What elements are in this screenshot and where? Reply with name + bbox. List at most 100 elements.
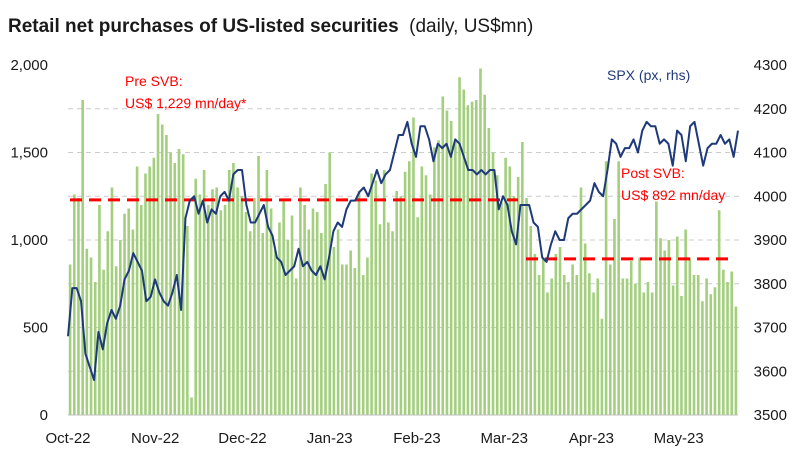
bar bbox=[684, 229, 687, 415]
bar bbox=[366, 257, 369, 415]
bar bbox=[596, 278, 600, 415]
bar bbox=[495, 175, 499, 415]
bar bbox=[709, 294, 713, 415]
bar bbox=[508, 166, 512, 415]
bar bbox=[81, 100, 84, 415]
bar bbox=[638, 257, 641, 415]
bar bbox=[655, 201, 658, 415]
bar bbox=[232, 163, 235, 415]
x-tick-label: Jan-23 bbox=[307, 430, 353, 447]
bar bbox=[550, 278, 553, 415]
bar bbox=[701, 301, 704, 415]
bar bbox=[571, 264, 574, 415]
bar bbox=[625, 278, 629, 415]
bar bbox=[705, 278, 708, 415]
bar bbox=[680, 296, 683, 415]
bar bbox=[311, 208, 315, 415]
bar bbox=[282, 201, 285, 415]
bar bbox=[671, 285, 675, 415]
bar bbox=[629, 261, 633, 415]
bar bbox=[416, 217, 419, 415]
bar bbox=[223, 205, 227, 415]
bar bbox=[445, 110, 449, 415]
bar bbox=[324, 184, 327, 415]
bar bbox=[227, 170, 231, 415]
bar bbox=[378, 224, 382, 415]
bar bbox=[466, 105, 470, 415]
bar bbox=[119, 240, 122, 415]
y-right-tick-label: 4100 bbox=[754, 145, 787, 162]
bar bbox=[173, 163, 177, 415]
bar bbox=[588, 273, 591, 415]
bar bbox=[541, 257, 545, 415]
bar bbox=[659, 238, 662, 415]
bar bbox=[491, 152, 495, 415]
bar bbox=[332, 247, 336, 415]
bar bbox=[642, 292, 646, 415]
bar bbox=[579, 187, 583, 415]
bar bbox=[77, 198, 80, 415]
bar bbox=[634, 283, 637, 415]
bar bbox=[562, 275, 566, 415]
bar bbox=[667, 240, 671, 415]
spx-line bbox=[67, 120, 739, 381]
bar bbox=[303, 205, 306, 415]
bar bbox=[529, 226, 533, 415]
bar bbox=[320, 233, 323, 415]
bar bbox=[98, 205, 101, 415]
x-axis: Oct-22 Nov-22 Dec-22 Jan-23 Feb-23 Mar-23 Apr-… bbox=[45, 414, 738, 447]
bar bbox=[219, 210, 223, 415]
bar bbox=[437, 140, 440, 415]
bar bbox=[194, 178, 198, 415]
y-left-tick-label: 1,500 bbox=[10, 145, 48, 162]
bar bbox=[617, 161, 620, 415]
bar bbox=[307, 229, 311, 415]
bar bbox=[345, 264, 348, 415]
bar bbox=[89, 257, 93, 415]
bar bbox=[135, 166, 139, 415]
bar bbox=[286, 240, 290, 415]
spx-line-series bbox=[67, 120, 739, 381]
bar bbox=[424, 175, 428, 415]
bar bbox=[186, 226, 189, 415]
bar bbox=[244, 212, 248, 415]
bar bbox=[357, 191, 361, 415]
y-axis-right: 3500 3600 3700 3800 3900 4000 4100 4200 4300 bbox=[754, 57, 787, 424]
post-svb-label: Post SVB: bbox=[621, 165, 685, 181]
bar bbox=[265, 170, 269, 415]
bar bbox=[474, 100, 478, 415]
x-tick-label: Nov-22 bbox=[131, 430, 179, 447]
bar bbox=[340, 264, 344, 415]
bar bbox=[353, 268, 357, 415]
y-left-tick-label: 2,000 bbox=[10, 57, 48, 74]
bar bbox=[646, 282, 650, 415]
y-left-tick-label: 1,000 bbox=[10, 232, 48, 249]
post-svb-value: US$ 892 mn/day bbox=[621, 187, 725, 203]
bar bbox=[554, 254, 558, 415]
bar bbox=[583, 243, 587, 415]
bar bbox=[236, 187, 239, 415]
bar bbox=[315, 212, 319, 415]
x-tick-label: Mar-23 bbox=[480, 430, 528, 447]
bar bbox=[663, 250, 667, 415]
bar bbox=[85, 248, 89, 415]
bar bbox=[608, 264, 612, 415]
bar bbox=[696, 275, 700, 415]
bar bbox=[533, 254, 537, 415]
bar bbox=[374, 180, 378, 415]
bar bbox=[110, 187, 114, 415]
y-left-tick-label: 0 bbox=[40, 407, 48, 424]
bar bbox=[382, 170, 386, 415]
bar bbox=[504, 157, 507, 415]
bar bbox=[253, 198, 256, 415]
bar bbox=[211, 189, 214, 415]
y-right-tick-label: 3900 bbox=[754, 232, 787, 249]
bar bbox=[441, 96, 445, 415]
bar bbox=[675, 236, 679, 415]
bar bbox=[278, 222, 281, 415]
bar bbox=[261, 233, 265, 415]
bar bbox=[722, 269, 725, 415]
bar bbox=[600, 318, 604, 415]
bar bbox=[123, 213, 126, 415]
